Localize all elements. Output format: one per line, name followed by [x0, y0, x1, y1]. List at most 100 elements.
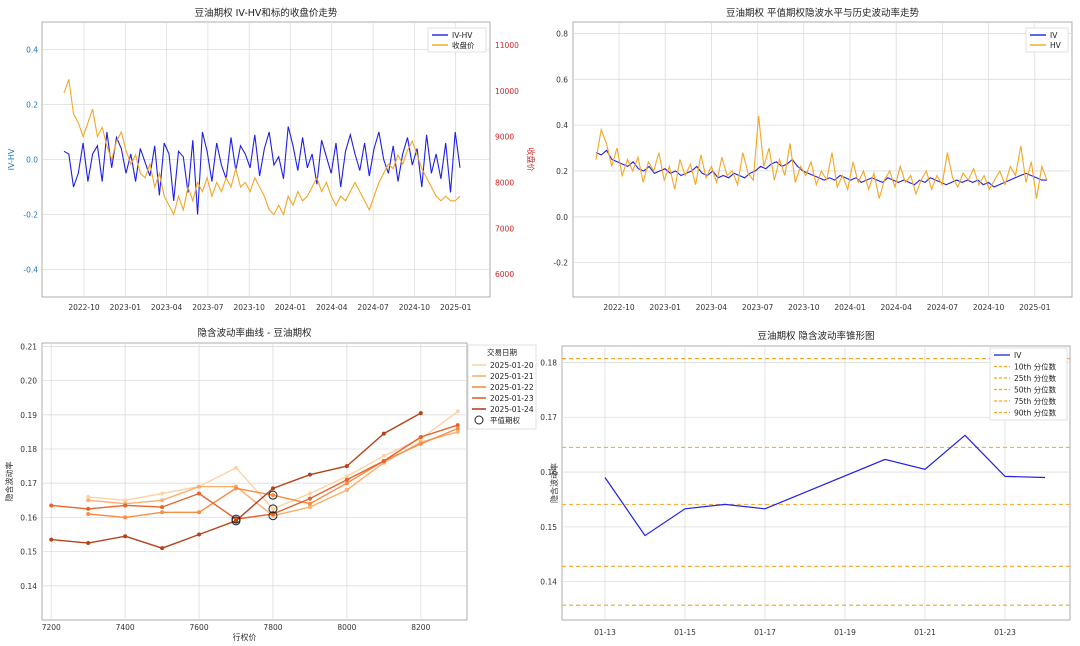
x-tick-label: 2023-01 [650, 303, 682, 312]
legend-title: 交易日期 [487, 347, 517, 357]
plot-frame [561, 345, 1071, 621]
smile-point [160, 491, 165, 496]
y-tick-label: 0.0 [556, 213, 568, 222]
y-tick-label: 0.0 [26, 156, 38, 165]
smile-point [234, 465, 239, 470]
smile-point [49, 537, 54, 542]
smile-point [270, 506, 275, 511]
series-line-iv-hv [63, 126, 461, 215]
y-tick-label: 0.18 [540, 358, 557, 367]
legend-label: 收盘价 [452, 40, 475, 50]
smile-point [197, 491, 202, 496]
atm-marker [231, 516, 241, 526]
smile-point [381, 431, 386, 436]
legend-box [427, 27, 487, 53]
x-tick-label: 8200 [411, 623, 430, 632]
x-tick-label: 01-13 [594, 628, 616, 637]
smile-point [455, 409, 460, 414]
smile-line-2025-01-23 [51, 424, 459, 520]
legend-box [989, 347, 1068, 421]
smile-point [86, 506, 91, 511]
x-tick-label: 2022-10 [603, 303, 635, 312]
y-tick-label: 0.16 [20, 513, 37, 522]
smile-point [197, 484, 202, 489]
smile-point [123, 515, 128, 520]
y-tick-label: -0.2 [553, 259, 568, 268]
smile-point [197, 510, 202, 515]
iv-line [604, 434, 1046, 537]
smile-point [86, 541, 91, 546]
x-tick-label: 01-19 [834, 628, 856, 637]
x-tick-label: 2022-10 [68, 303, 100, 312]
y-tick-label: 0.19 [20, 411, 37, 420]
y-tick-label: 0.2 [26, 101, 38, 110]
x-tick-label: 2023-10 [234, 303, 266, 312]
legend-label: 2025-01-23 [490, 394, 534, 403]
smile-point [123, 534, 128, 539]
y-right-axis-label: 收盘价 [526, 148, 536, 172]
legend-box [1025, 27, 1069, 53]
y-tick-label: 0.17 [20, 479, 37, 488]
x-tick-label: 2023-07 [192, 303, 224, 312]
x-tick-label: 2024-10 [399, 303, 431, 312]
y-tick-label: 0.4 [556, 121, 568, 130]
x-tick-label: 8000 [337, 623, 356, 632]
legend-label: IV-HV [452, 31, 473, 40]
y-tick-label: 0.14 [20, 582, 37, 591]
smile-point [344, 481, 349, 486]
y-tick-label: 0.15 [20, 548, 37, 557]
smile-point [381, 458, 386, 463]
series-line-close-price [63, 79, 461, 217]
y-tick-label: 0.20 [20, 377, 37, 386]
smile-point [86, 511, 91, 516]
smile-point [86, 498, 91, 503]
legend-label: 2025-01-24 [490, 405, 534, 414]
smile-point [160, 546, 165, 551]
smile-point [307, 501, 312, 506]
y-tick-label: 0.15 [540, 523, 557, 532]
smile-point [160, 498, 165, 503]
smile-point [455, 426, 460, 431]
y-tick-label: -0.2 [23, 211, 38, 220]
x-tick-label: 2024-10 [973, 303, 1005, 312]
legend-label: 平值期权 [490, 415, 520, 425]
y-right-tick-label: 6000 [495, 270, 514, 279]
x-tick-label: 7200 [42, 623, 61, 632]
x-tick-label: 2024-04 [316, 303, 348, 312]
y-tick-label: 0.2 [556, 167, 568, 176]
x-tick-label: 01-17 [754, 628, 776, 637]
x-tick-label: 2024-07 [357, 303, 389, 312]
y-tick-label: 0.14 [540, 578, 557, 587]
x-axis-label: 行权价 [233, 632, 257, 642]
x-tick-label: 01-23 [994, 628, 1016, 637]
x-tick-label: 2024-01 [834, 303, 866, 312]
smile-point [307, 491, 312, 496]
smile-point [307, 496, 312, 501]
legend-label: 2025-01-21 [490, 372, 534, 381]
smile-point [418, 411, 423, 416]
y-tick-label: 0.21 [20, 342, 37, 351]
smile-point [49, 503, 54, 508]
chart-title: 豆油期权 平值期权隐波水平与历史波动率走势 [726, 7, 920, 19]
x-tick-label: 7600 [190, 623, 209, 632]
atm-marker [268, 504, 278, 514]
legend-label: HV [1050, 41, 1062, 50]
smile-point [270, 493, 275, 498]
y-axis-label: 隐含波动率 [549, 463, 559, 503]
x-tick-label: 2023-04 [696, 303, 728, 312]
chart-title: 隐含波动率曲线 - 豆油期权 [198, 327, 312, 339]
x-tick-label: 7400 [116, 623, 135, 632]
smile-point [344, 477, 349, 482]
y-tick-label: 0.18 [20, 445, 37, 454]
series-line-hv [595, 115, 1048, 199]
legend-label: IV [1050, 31, 1058, 40]
smile-point [344, 488, 349, 493]
smile-point [123, 503, 128, 508]
smile-point [344, 474, 349, 479]
y-tick-label: 0.6 [556, 75, 568, 84]
legend-label: 2025-01-22 [490, 383, 534, 392]
y-tick-label: 0.17 [540, 413, 557, 422]
y-right-tick-label: 10000 [495, 87, 519, 96]
